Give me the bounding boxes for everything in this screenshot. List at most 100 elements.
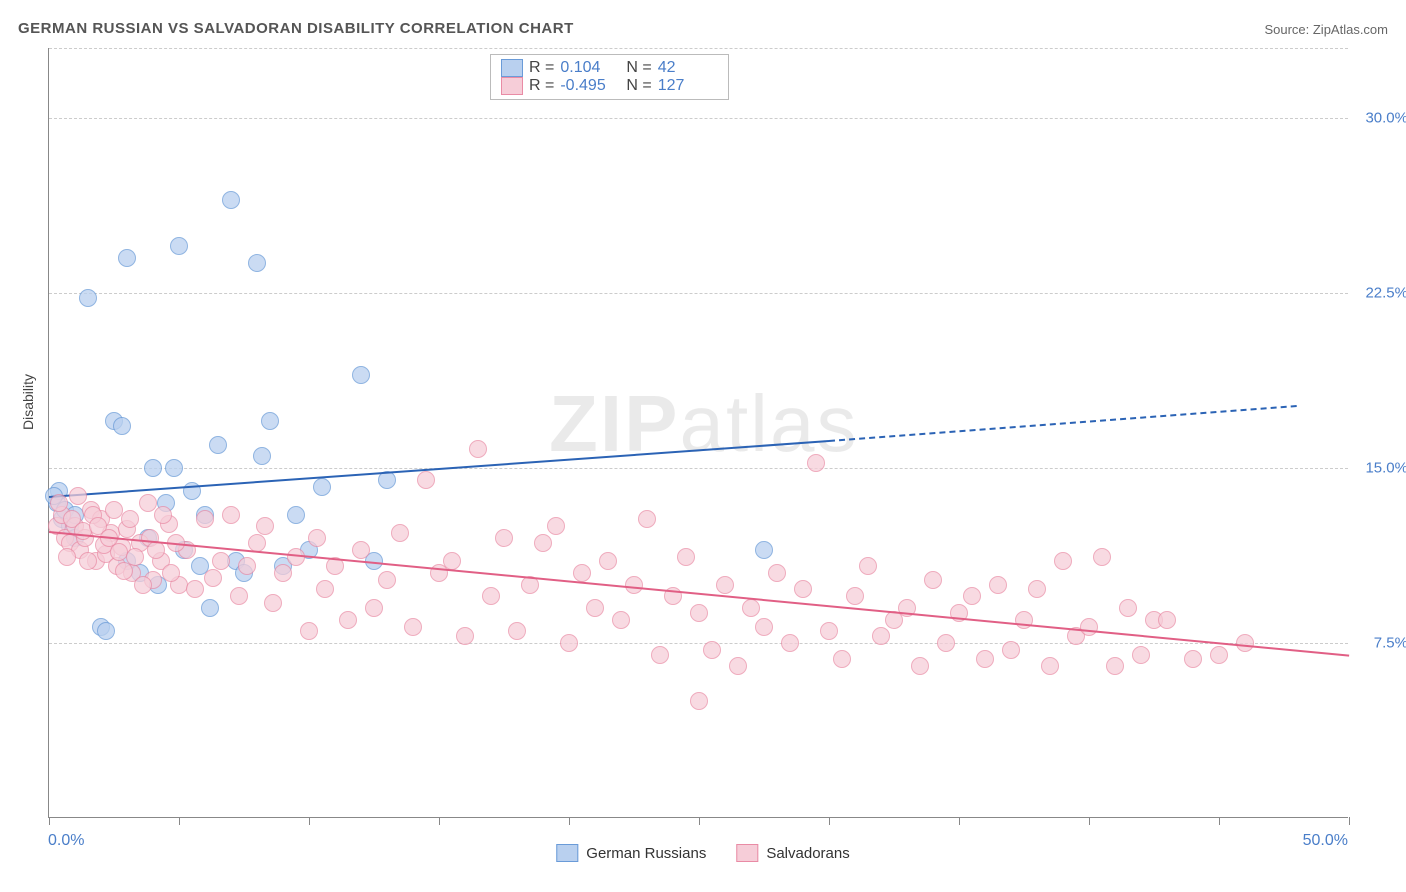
data-point xyxy=(365,599,383,617)
legend-item: Salvadorans xyxy=(736,844,849,862)
data-point xyxy=(508,622,526,640)
data-point xyxy=(547,517,565,535)
data-point xyxy=(404,618,422,636)
data-point xyxy=(417,471,435,489)
data-point xyxy=(1002,641,1020,659)
y-tick-label: 22.5% xyxy=(1353,285,1406,302)
data-point xyxy=(768,564,786,582)
data-point xyxy=(113,417,131,435)
data-point xyxy=(264,594,282,612)
legend-swatch xyxy=(556,844,578,862)
grid-line xyxy=(49,48,1348,49)
x-tick xyxy=(959,817,960,825)
data-point xyxy=(300,622,318,640)
data-point xyxy=(118,249,136,267)
data-point xyxy=(742,599,760,617)
data-point xyxy=(820,622,838,640)
x-tick xyxy=(179,817,180,825)
data-point xyxy=(1028,580,1046,598)
x-axis-min-label: 0.0% xyxy=(48,832,84,850)
data-point xyxy=(534,534,552,552)
data-point xyxy=(690,692,708,710)
data-point xyxy=(230,587,248,605)
data-point xyxy=(1184,650,1202,668)
x-tick xyxy=(569,817,570,825)
data-point xyxy=(391,524,409,542)
data-point xyxy=(716,576,734,594)
data-point xyxy=(625,576,643,594)
data-point xyxy=(134,576,152,594)
data-point xyxy=(248,534,266,552)
data-point xyxy=(677,548,695,566)
data-point xyxy=(79,552,97,570)
data-point xyxy=(139,494,157,512)
legend-swatch xyxy=(736,844,758,862)
data-point xyxy=(443,552,461,570)
data-point xyxy=(154,506,172,524)
grid-line xyxy=(49,118,1348,119)
data-point xyxy=(469,440,487,458)
data-point xyxy=(1236,634,1254,652)
n-label: N = xyxy=(626,77,651,95)
grid-line xyxy=(49,468,1348,469)
data-point xyxy=(238,557,256,575)
legend-row: R =-0.495N =127 xyxy=(501,77,718,95)
data-point xyxy=(924,571,942,589)
legend-row: R = 0.104 N = 42 xyxy=(501,59,718,77)
data-point xyxy=(573,564,591,582)
r-value: -0.495 xyxy=(560,77,620,95)
data-point xyxy=(495,529,513,547)
data-point xyxy=(859,557,877,575)
data-point xyxy=(222,506,240,524)
data-point xyxy=(287,506,305,524)
data-point xyxy=(794,580,812,598)
data-point xyxy=(482,587,500,605)
source-link[interactable]: ZipAtlas.com xyxy=(1313,22,1388,37)
x-tick xyxy=(829,817,830,825)
data-point xyxy=(126,548,144,566)
legend-bottom: German Russians Salvadorans xyxy=(556,844,849,862)
data-point xyxy=(872,627,890,645)
grid-line xyxy=(49,293,1348,294)
data-point xyxy=(69,487,87,505)
data-point xyxy=(456,627,474,645)
n-value: 127 xyxy=(658,77,718,95)
data-point xyxy=(274,564,292,582)
data-point xyxy=(339,611,357,629)
data-point xyxy=(144,459,162,477)
legend-item: German Russians xyxy=(556,844,706,862)
data-point xyxy=(1132,646,1150,664)
r-value: 0.104 xyxy=(560,59,620,77)
x-tick xyxy=(1089,817,1090,825)
data-point xyxy=(248,254,266,272)
data-point xyxy=(612,611,630,629)
data-point xyxy=(560,634,578,652)
data-point xyxy=(989,576,1007,594)
data-point xyxy=(963,587,981,605)
data-point xyxy=(121,510,139,528)
data-point xyxy=(253,447,271,465)
source-attribution: Source: ZipAtlas.com xyxy=(1264,22,1388,37)
data-point xyxy=(755,618,773,636)
legend-label: German Russians xyxy=(586,845,706,862)
x-tick xyxy=(699,817,700,825)
data-point xyxy=(690,604,708,622)
data-point xyxy=(1210,646,1228,664)
x-tick xyxy=(439,817,440,825)
data-point xyxy=(729,657,747,675)
data-point xyxy=(196,510,214,528)
data-point xyxy=(212,552,230,570)
data-point xyxy=(911,657,929,675)
y-axis-label: Disability xyxy=(20,374,36,430)
n-value: 42 xyxy=(658,59,718,77)
data-point xyxy=(755,541,773,559)
r-label: R = xyxy=(529,59,554,77)
data-point xyxy=(833,650,851,668)
n-label: N = xyxy=(626,59,651,77)
data-point xyxy=(209,436,227,454)
data-point xyxy=(1119,599,1137,617)
data-point xyxy=(186,580,204,598)
data-point xyxy=(1106,657,1124,675)
scatter-plot: ZIPatlas 7.5%15.0%22.5%30.0% xyxy=(48,48,1348,818)
data-point xyxy=(807,454,825,472)
